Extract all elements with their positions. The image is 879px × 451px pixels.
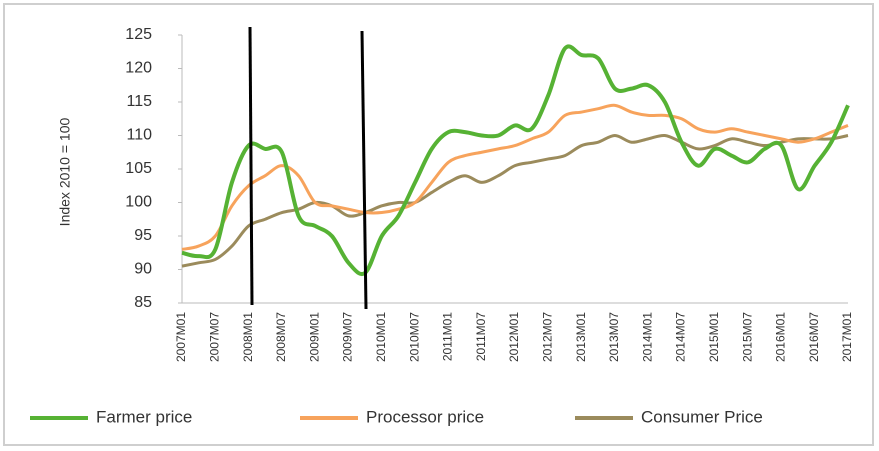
y-tick-label: 125 <box>125 26 152 43</box>
x-tick-label: 2013M07 <box>607 312 621 362</box>
x-tick-label: 2014M07 <box>674 312 688 362</box>
frame <box>3 3 874 446</box>
x-tick-label: 2013M01 <box>574 312 588 362</box>
x-tick-label: 2009M01 <box>307 312 321 362</box>
series-line <box>181 133 849 268</box>
marker-line <box>360 30 368 310</box>
x-tick-label: 2012M07 <box>540 312 554 362</box>
series-line <box>181 44 850 277</box>
x-tick-label: 2017M01 <box>840 312 854 362</box>
legend-label: Processor price <box>366 407 484 426</box>
x-tick-label: 2011M07 <box>474 312 488 361</box>
y-tick-label: 120 <box>125 60 152 77</box>
y-tick-label: 95 <box>134 227 152 244</box>
legend-label: Consumer Price <box>641 407 763 426</box>
x-tick-label: 2015M01 <box>707 312 721 362</box>
x-tick-label: 2012M01 <box>507 312 521 362</box>
x-tick-label: 2007M01 <box>174 312 188 362</box>
x-tick-label: 2015M07 <box>740 312 754 362</box>
legend-label: Farmer price <box>96 407 192 426</box>
y-tick-label: 85 <box>134 294 152 311</box>
x-tick-label: 2007M07 <box>207 312 221 362</box>
series-line <box>181 103 849 251</box>
x-tick-label: 2016M07 <box>807 312 821 362</box>
y-tick-label: 100 <box>125 194 152 211</box>
x-tick-label: 2011M01 <box>441 312 455 361</box>
y-tick-label: 110 <box>126 127 152 144</box>
marker-line <box>248 26 254 306</box>
x-tick-label: 2016M01 <box>774 312 788 362</box>
x-tick-label: 2008M01 <box>241 312 255 362</box>
y-tick-label: 105 <box>125 160 152 177</box>
x-tick-label: 2010M07 <box>407 312 421 362</box>
y-tick-label: 115 <box>126 93 152 110</box>
x-tick-label: 2009M07 <box>341 312 355 362</box>
y-tick-label: 90 <box>134 261 152 278</box>
x-tick-label: 2014M01 <box>640 312 654 362</box>
y-axis-label: Index 2010 = 100 <box>57 117 73 226</box>
x-tick-label: 2010M01 <box>374 312 388 362</box>
x-tick-label: 2008M07 <box>274 312 288 362</box>
